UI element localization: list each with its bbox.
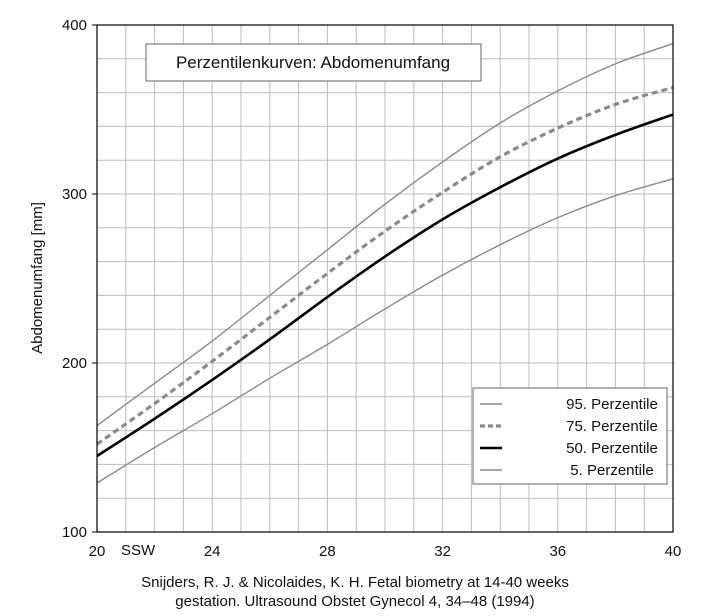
x-axis-title: SSW bbox=[121, 542, 156, 559]
grid bbox=[97, 25, 673, 532]
title-box-frame bbox=[145, 43, 482, 82]
plot-frame bbox=[96, 24, 674, 533]
legend-label: 50. Perzentile bbox=[566, 440, 658, 457]
x-tick-label: 20 bbox=[89, 543, 106, 560]
x-tick-label: 32 bbox=[434, 543, 451, 560]
y-tick-label: 100 bbox=[62, 524, 87, 541]
legend-label: 5. Perzentile bbox=[570, 462, 653, 479]
citation: Snijders, R. J. & Nicolaides, K. H. Feta… bbox=[0, 573, 710, 611]
x-tick-label: 36 bbox=[549, 543, 566, 560]
legend-frame bbox=[472, 387, 668, 485]
legend-label: 75. Perzentile bbox=[566, 418, 658, 435]
tick-labels: 20 24 28 32 36 40 100 200 300 400 bbox=[62, 17, 681, 560]
y-tick-label: 400 bbox=[62, 17, 87, 34]
legend-label: 95. Perzentile bbox=[566, 396, 658, 413]
x-tick-label: 28 bbox=[319, 543, 336, 560]
chart-title: Perzentilenkurven: Abdomenumfang bbox=[176, 53, 450, 72]
y-axis-title: Abdomenumfang [mm] bbox=[29, 202, 46, 354]
x-tick-label: 24 bbox=[204, 543, 221, 560]
legend: 95. Perzentile 75. Perzentile 50. Perzenti… bbox=[472, 387, 668, 485]
x-tick-label: 40 bbox=[665, 543, 682, 560]
y-tick-label: 300 bbox=[62, 186, 87, 203]
citation-line-2: gestation. Ultrasound Obstet Gynecol 4, … bbox=[175, 593, 535, 610]
citation-line-1: Snijders, R. J. & Nicolaides, K. H. Feta… bbox=[141, 574, 569, 591]
series-lines bbox=[96, 42, 674, 484]
series-line-95-perzentile bbox=[96, 42, 674, 427]
y-tick-label: 200 bbox=[62, 355, 87, 372]
series-line-50-perzentile bbox=[96, 113, 674, 458]
series-line-5-perzentile bbox=[96, 178, 674, 484]
chart-title-box: Perzentilenkurven: Abdomenumfang bbox=[145, 43, 482, 82]
